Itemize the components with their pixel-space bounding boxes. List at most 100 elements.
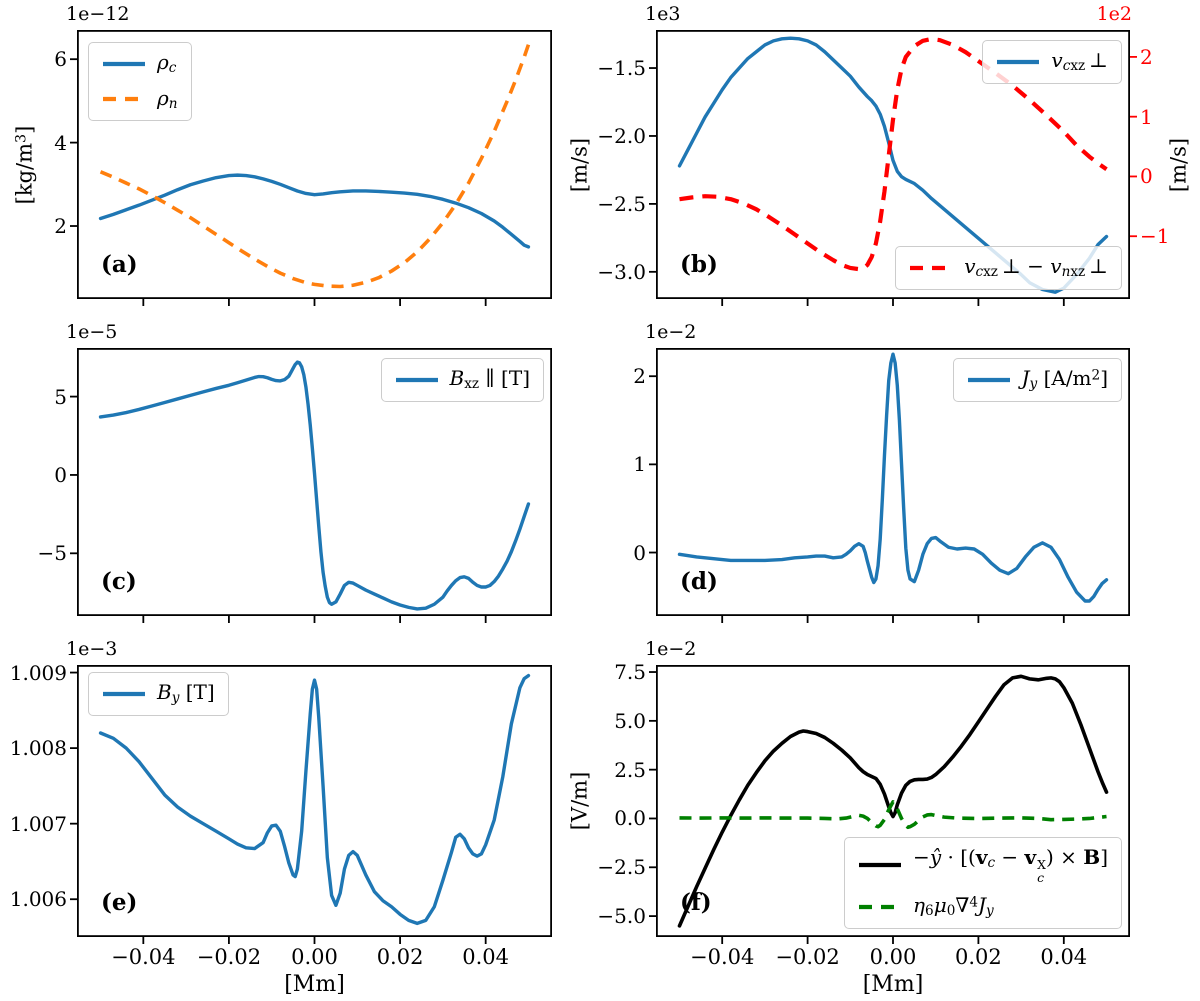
panel-letter: (c) <box>101 568 137 595</box>
axis-offset-label: 1e3 <box>645 3 681 25</box>
right-y-tick-label: 1 <box>1140 104 1153 129</box>
legend-entry-label: vcxz ⊥ <box>1051 48 1108 74</box>
axis-offset-label: 1e−2 <box>645 321 697 343</box>
right-axis-offset-label: 1e2 <box>1096 3 1132 25</box>
legend-sample-line <box>103 691 145 696</box>
legend-sample-line <box>997 59 1040 64</box>
y-tick-label: 2.5 <box>614 757 646 782</box>
axes-frame <box>76 664 553 938</box>
y-tick-label: 1.008 <box>9 736 67 761</box>
axes-frame <box>655 347 1131 617</box>
legend-box: Jy [A/m2] <box>952 358 1122 402</box>
y-tick-label: 1.009 <box>9 660 67 685</box>
y-tick-label: 0 <box>633 540 646 565</box>
x-axis-label: [Mm] <box>284 972 345 997</box>
y-tick-label: −5.0 <box>597 904 646 929</box>
legend-entry-label: η6μ0∇4Jy <box>913 893 994 920</box>
y-tick-label: 7.5 <box>614 660 646 685</box>
axis-offset-label: 1e−5 <box>66 321 118 343</box>
panel-letter: (b) <box>680 251 718 278</box>
legend-sample-line <box>859 862 902 868</box>
legend-sample-line <box>103 61 145 66</box>
y-tick-label: −2.5 <box>597 191 646 216</box>
legend-entry-label: ρc <box>157 50 177 76</box>
legend-entry-label: vcxz ⊥ − vnxz ⊥ <box>964 254 1108 281</box>
legend-entry: vcxz ⊥ − vnxz ⊥ <box>909 255 1108 281</box>
axis-offset-label: 1e−12 <box>66 3 130 25</box>
legend-sample-line <box>103 97 145 102</box>
legend-sample-line <box>910 266 953 271</box>
right-y-tick-label: −1 <box>1140 224 1170 249</box>
x-tick-label: −0.02 <box>196 945 262 969</box>
y-tick-label: −2.5 <box>597 855 646 880</box>
x-axis-label: [Mm] <box>862 972 924 997</box>
x-tick-label: 0.02 <box>376 945 424 969</box>
x-tick-label: −0.02 <box>775 945 840 969</box>
x-tick-label: 0.00 <box>869 945 917 969</box>
right-y-tick-label: 2 <box>1140 44 1153 69</box>
y-tick-label: −1.5 <box>597 56 646 81</box>
panel-letter: (e) <box>101 889 138 916</box>
legend-entry: Jy [A/m2] <box>967 367 1108 393</box>
y-tick-label: 6 <box>54 47 67 72</box>
y-tick-label: 2 <box>633 364 646 389</box>
legend-entry: ρn <box>102 85 178 113</box>
axes-frame <box>76 29 553 300</box>
y-tick-label: 1.007 <box>9 811 67 836</box>
plot-svg-d <box>649 347 1131 623</box>
y-tick-label: 5.0 <box>614 708 646 733</box>
series-J-y <box>677 352 1109 603</box>
legend-sample-line <box>859 905 902 910</box>
legend-entry-label: Bxz ∥ [T] <box>449 366 530 392</box>
legend-entry-label: By [T] <box>157 680 215 706</box>
legend-entry: By [T] <box>102 681 215 707</box>
x-tick-label: 0.02 <box>955 945 1002 969</box>
y-tick-label: 0 <box>54 462 67 487</box>
plot-svg-f <box>649 664 1131 944</box>
legend-box: Bxz ∥ [T] <box>380 358 544 402</box>
y-tick-label: 0.0 <box>614 806 646 831</box>
series-B-xz-parallel <box>98 360 531 611</box>
x-tick-label: 0.04 <box>1040 945 1088 969</box>
legend-entry-label: ρn <box>157 85 178 112</box>
right-y-axis-label: [m/s] <box>1166 137 1191 192</box>
axes-frame <box>655 664 1131 938</box>
legend-entry: Bxz ∥ [T] <box>395 367 530 393</box>
legend-entry: vcxz ⊥ <box>996 49 1108 75</box>
series-hyperdiffusion-term <box>679 800 1107 830</box>
x-tick-label: 0.04 <box>462 945 510 969</box>
y-tick-label: 1.006 <box>9 887 67 912</box>
x-tick-label: −0.04 <box>111 945 176 969</box>
panel-letter: (a) <box>101 251 138 278</box>
y-tick-label: −2.0 <box>597 123 646 148</box>
legend-entry: ρc <box>102 51 178 77</box>
series-v-cxz-minus-v-nxz <box>679 36 1108 272</box>
y-tick-label: 2 <box>54 214 67 238</box>
y-axis-label: [kg/m3] <box>12 125 37 204</box>
panel-letter: (d) <box>680 568 718 595</box>
y-axis-label: [m/s] <box>567 137 592 192</box>
legend-box: vcxz ⊥ <box>982 40 1122 84</box>
axis-offset-label: 1e−3 <box>66 638 118 660</box>
legend-entry: η6μ0∇4Jy <box>858 894 1108 920</box>
y-tick-label: −5 <box>37 541 67 566</box>
panel-letter: (f) <box>680 889 712 916</box>
y-tick-label: −3.0 <box>597 259 646 284</box>
plot-svg-c <box>70 347 553 623</box>
x-tick-label: −0.04 <box>690 945 755 969</box>
legend-sample-line <box>967 377 1010 382</box>
axes-frame <box>655 29 1131 300</box>
legend-box: ρc ρn <box>88 42 192 122</box>
y-axis-label: [V/m] <box>567 771 592 831</box>
right-y-tick-label: 0 <box>1140 164 1153 189</box>
series-rho-c <box>98 173 531 249</box>
legend-box: vcxz ⊥ − vnxz ⊥ <box>895 246 1122 290</box>
series-B-y <box>98 673 531 926</box>
y-tick-label: 5 <box>54 384 67 409</box>
plot-svg-e <box>70 664 553 944</box>
legend-sample-line <box>395 377 438 382</box>
